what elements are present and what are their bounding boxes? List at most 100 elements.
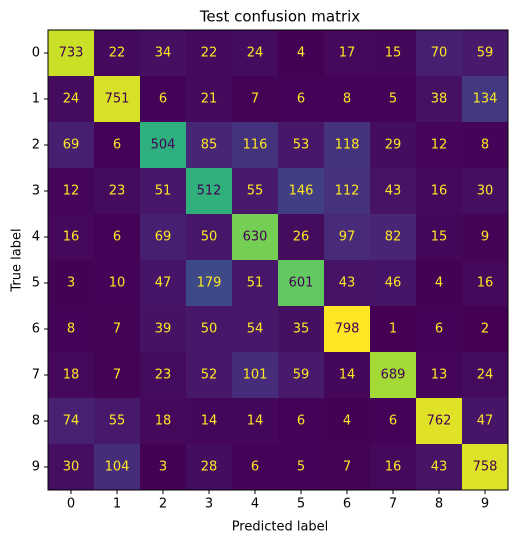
cell-label: 70 xyxy=(431,46,448,61)
cell-label: 6 xyxy=(251,460,259,475)
cell-label: 39 xyxy=(155,322,172,337)
cell-label: 4 xyxy=(343,414,351,429)
heatmap-cell xyxy=(48,122,95,169)
heatmap-cell xyxy=(370,168,417,215)
heatmap-cell xyxy=(416,444,463,491)
cell-label: 15 xyxy=(385,46,402,61)
cell-label: 8 xyxy=(67,322,75,337)
heatmap-cell xyxy=(94,30,141,77)
y-tick-label: 2 xyxy=(32,138,40,153)
cell-label: 16 xyxy=(385,460,402,475)
heatmap-cell xyxy=(186,306,233,353)
heatmap-cell xyxy=(278,444,325,491)
cell-label: 69 xyxy=(155,230,172,245)
heatmap-cell xyxy=(324,30,371,77)
x-tick-label: 8 xyxy=(435,497,443,512)
cell-label: 5 xyxy=(389,92,397,107)
cell-label: 179 xyxy=(197,276,222,291)
heatmap-cell xyxy=(416,260,463,307)
heatmap-cell xyxy=(94,352,141,399)
cell-label: 47 xyxy=(477,414,494,429)
cell-label: 12 xyxy=(63,184,80,199)
heatmap-cell xyxy=(324,168,371,215)
cell-label: 601 xyxy=(289,276,314,291)
heatmap-cell xyxy=(416,352,463,399)
cell-label: 7 xyxy=(251,92,259,107)
cell-label: 59 xyxy=(477,46,494,61)
heatmap-cell xyxy=(416,122,463,169)
cell-label: 18 xyxy=(63,368,80,383)
cell-label: 50 xyxy=(201,230,218,245)
cell-label: 74 xyxy=(63,414,80,429)
cell-label: 751 xyxy=(105,92,130,107)
heatmap-cell xyxy=(278,214,325,261)
heatmap-cell xyxy=(232,306,279,353)
heatmap-cell xyxy=(462,352,509,399)
cell-label: 7 xyxy=(113,368,121,383)
cell-label: 59 xyxy=(293,368,310,383)
heatmap-cell xyxy=(140,260,187,307)
cell-label: 104 xyxy=(105,460,130,475)
heatmap-cell xyxy=(462,398,509,445)
cell-label: 14 xyxy=(339,368,356,383)
cell-label: 85 xyxy=(201,138,218,153)
heatmap-cell xyxy=(416,76,463,123)
heatmap-cell xyxy=(94,76,141,123)
cell-label: 21 xyxy=(201,92,218,107)
y-tick-label: 8 xyxy=(32,414,40,429)
cell-label: 146 xyxy=(289,184,314,199)
y-tick-label: 9 xyxy=(32,460,40,475)
cell-label: 4 xyxy=(297,46,305,61)
cell-label: 13 xyxy=(431,368,448,383)
heatmap-cell xyxy=(186,444,233,491)
cell-label: 38 xyxy=(431,92,448,107)
heatmap-cell xyxy=(186,122,233,169)
cell-label: 24 xyxy=(477,368,494,383)
heatmap-cell xyxy=(186,168,233,215)
cell-label: 8 xyxy=(481,138,489,153)
heatmap-cell xyxy=(94,444,141,491)
cell-label: 733 xyxy=(59,46,84,61)
cell-label: 8 xyxy=(343,92,351,107)
cell-label: 23 xyxy=(155,368,172,383)
heatmap-cell xyxy=(140,306,187,353)
heatmap-cell xyxy=(94,306,141,353)
heatmap-cell xyxy=(140,444,187,491)
heatmap-cell xyxy=(94,168,141,215)
cell-label: 17 xyxy=(339,46,356,61)
heatmap-cell xyxy=(48,306,95,353)
heatmap-cell xyxy=(140,30,187,77)
heatmap-cell xyxy=(48,260,95,307)
x-tick-label: 3 xyxy=(205,497,213,512)
cell-label: 97 xyxy=(339,230,356,245)
cell-label: 762 xyxy=(427,414,452,429)
heatmap-cell xyxy=(186,260,233,307)
heatmap-cell xyxy=(232,398,279,445)
cell-label: 24 xyxy=(247,46,264,61)
heatmap-cell xyxy=(278,398,325,445)
heatmap-cell xyxy=(324,76,371,123)
cell-label: 16 xyxy=(63,230,80,245)
cell-label: 82 xyxy=(385,230,402,245)
cell-label: 116 xyxy=(243,138,268,153)
cell-label: 101 xyxy=(243,368,268,383)
cell-label: 54 xyxy=(247,322,264,337)
heatmap-cell xyxy=(94,398,141,445)
heatmap-cell xyxy=(186,398,233,445)
cell-label: 798 xyxy=(335,322,360,337)
cell-label: 35 xyxy=(293,322,310,337)
heatmap-cell xyxy=(370,260,417,307)
heatmap-cell xyxy=(186,352,233,399)
heatmap-cell xyxy=(48,398,95,445)
heatmap-cell xyxy=(48,168,95,215)
cell-label: 23 xyxy=(109,184,126,199)
cell-label: 118 xyxy=(335,138,360,153)
heatmap-cell xyxy=(140,214,187,261)
cell-label: 14 xyxy=(247,414,264,429)
heatmap-cell xyxy=(462,76,509,123)
y-tick-label: 4 xyxy=(32,230,40,245)
heatmap-cell xyxy=(232,76,279,123)
heatmap-cell xyxy=(94,260,141,307)
heatmap-cell xyxy=(278,122,325,169)
